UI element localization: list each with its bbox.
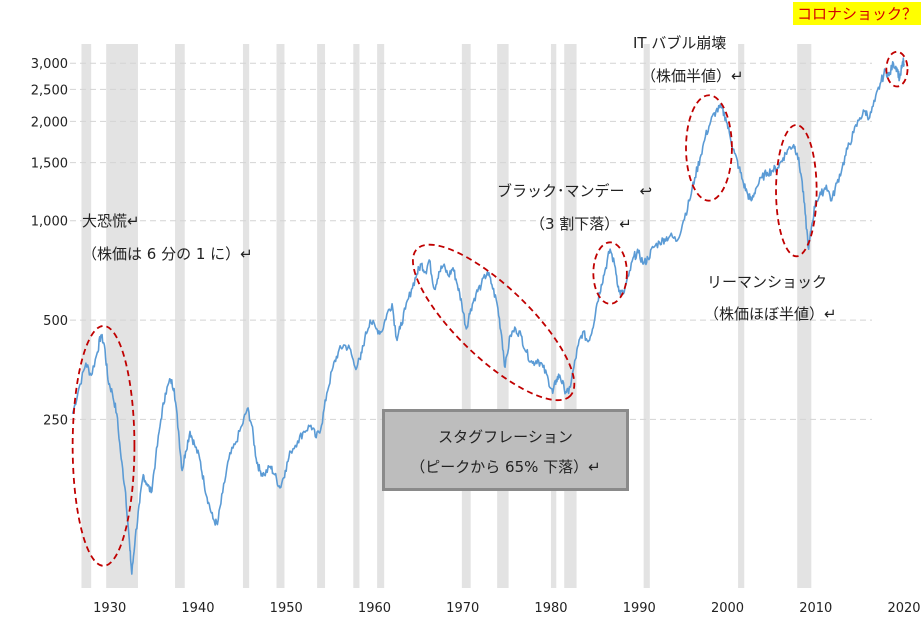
grid-lines bbox=[70, 62, 872, 420]
annotation-lehman-title: リーマンショック bbox=[707, 273, 827, 291]
recession-band bbox=[81, 44, 92, 588]
annotation-black-monday-title: ブラック･マンデー ↩ bbox=[497, 182, 652, 200]
y-tick-label: 2,500 bbox=[31, 83, 68, 98]
x-tick-label: 1950 bbox=[270, 601, 303, 616]
annotation-stagflation-note: （ピークから 65% 下落）↵ bbox=[410, 458, 601, 476]
recession-band bbox=[106, 44, 138, 588]
x-tick-label: 2020 bbox=[887, 601, 920, 616]
recession-band bbox=[797, 44, 812, 588]
recession-band bbox=[276, 44, 285, 588]
stagflation-callout: スタグフレーション （ピークから 65% 下落）↵ bbox=[382, 409, 629, 491]
annotation-lehman-note: （株価ほぼ半値）↵ bbox=[704, 305, 837, 323]
annotation-stagflation-title: スタグフレーション bbox=[438, 428, 573, 446]
highlight-ellipse bbox=[71, 325, 136, 567]
highlight-ellipse bbox=[775, 124, 818, 258]
y-tick-label: 2,000 bbox=[31, 115, 68, 130]
highlight-ellipse bbox=[685, 94, 733, 202]
recession-band bbox=[317, 44, 326, 588]
y-tick-label: 3,000 bbox=[31, 57, 68, 72]
highlight-ellipse bbox=[412, 243, 576, 402]
x-tick-label: 2010 bbox=[799, 601, 832, 616]
x-tick-label: 1940 bbox=[181, 601, 214, 616]
y-tick-label: 250 bbox=[43, 413, 68, 428]
y-tick-label: 1,500 bbox=[31, 157, 68, 172]
x-tick-label: 1970 bbox=[446, 601, 479, 616]
highlight-ellipse bbox=[885, 50, 909, 88]
recession-band bbox=[497, 44, 509, 588]
series-line bbox=[71, 57, 905, 575]
recession-band bbox=[377, 44, 385, 588]
y-tick-label: 1,000 bbox=[31, 215, 68, 230]
recession-band bbox=[564, 44, 577, 588]
y-axis-ticks: 250 500 1,000 1,500 2,000 2,500 3,000 bbox=[31, 57, 68, 428]
x-tick-label: 1980 bbox=[534, 601, 567, 616]
annotation-covid-label: コロナショック？ bbox=[793, 2, 922, 25]
recession-band bbox=[175, 44, 185, 588]
recession-band bbox=[242, 44, 250, 588]
recession-band bbox=[550, 44, 557, 588]
recession-band bbox=[461, 44, 471, 588]
series-layer bbox=[71, 57, 905, 575]
x-tick-label: 1960 bbox=[358, 601, 391, 616]
x-axis-ticks: 1930 1940 1950 1960 1970 1980 1990 2000 2010 2020 bbox=[93, 601, 920, 616]
highlight-ellipses bbox=[71, 50, 909, 567]
annotation-it-bubble-title: IT バブル崩壊 bbox=[633, 34, 726, 52]
recession-band bbox=[738, 44, 745, 588]
annotation-black-monday-note: （3 割下落）↵ bbox=[530, 215, 632, 233]
annotation-great-depression-title: 大恐慌↵ bbox=[82, 212, 140, 230]
x-tick-label: 1990 bbox=[623, 601, 656, 616]
annotation-great-depression-note: （株価は 6 分の 1 に）↵ bbox=[82, 245, 253, 263]
y-tick-label: 500 bbox=[43, 314, 68, 329]
x-tick-label: 2000 bbox=[711, 601, 744, 616]
recession-band bbox=[353, 44, 360, 588]
recession-band bbox=[643, 44, 650, 588]
recession-bands bbox=[81, 44, 812, 588]
annotation-it-bubble-note: （株価半値）↵ bbox=[641, 67, 744, 85]
highlight-ellipse bbox=[592, 241, 628, 305]
x-tick-label: 1930 bbox=[93, 601, 126, 616]
